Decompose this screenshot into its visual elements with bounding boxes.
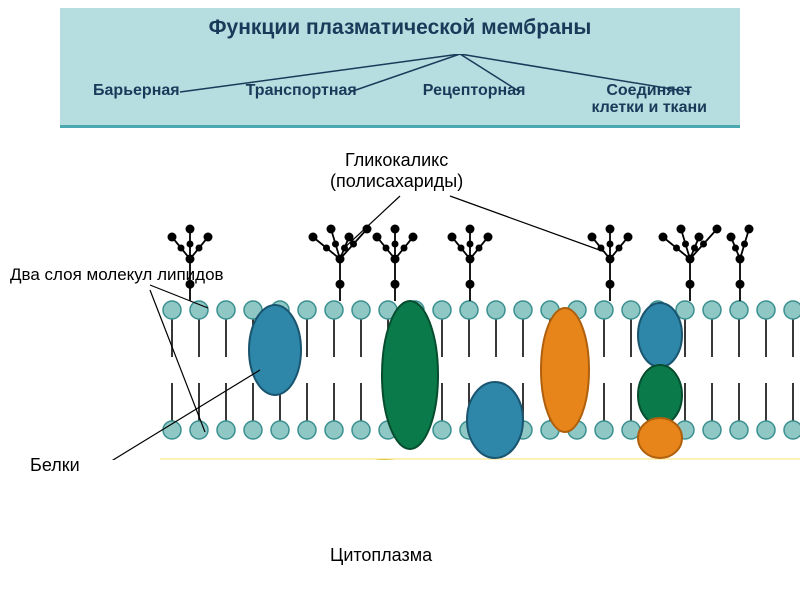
membrane-diagram xyxy=(0,0,800,460)
label-cytoplasm: Цитоплазма xyxy=(330,545,432,566)
